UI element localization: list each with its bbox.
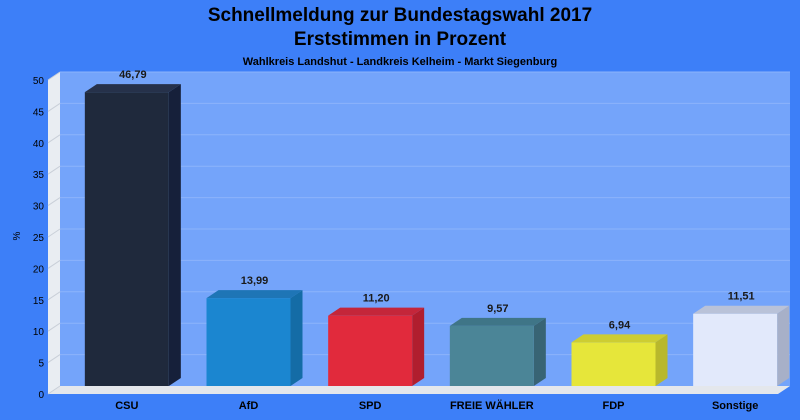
y-tick-label: 5 (38, 359, 44, 370)
bar-side (168, 84, 181, 386)
bar-top (449, 317, 546, 326)
data-label: 9,57 (487, 303, 508, 315)
bar-front (449, 325, 534, 386)
y-tick-label: 15 (33, 296, 45, 307)
bar-side (655, 334, 668, 386)
bar-front (571, 342, 656, 386)
y-tick-label: 45 (33, 107, 45, 118)
y-tick-label: 35 (33, 170, 45, 181)
plot-floor (48, 386, 790, 394)
y-tick-label: 20 (33, 264, 45, 275)
bar-3 (449, 317, 546, 386)
grid-line-side (47, 197, 61, 207)
grid-line-side (47, 102, 61, 112)
bar-side (777, 305, 790, 386)
grid-line-side (47, 71, 61, 81)
chart-subtitle: Wahlkreis Landshut - Landkreis Kelheim -… (242, 56, 558, 68)
bar-0 (84, 84, 181, 386)
bar-5 (693, 305, 790, 386)
bar-top (693, 305, 790, 314)
y-tick-label: 40 (33, 139, 45, 150)
bar-front (328, 315, 413, 386)
data-label: 11,20 (363, 293, 390, 305)
data-label: 11,51 (728, 291, 755, 303)
chart-title: Schnellmeldung zur Bundestagswahl 2017 (207, 5, 593, 26)
data-label: 46,79 (119, 69, 147, 81)
bar-2 (328, 307, 425, 386)
y-tick-label: 30 (33, 202, 45, 213)
bar-side (412, 307, 425, 386)
bar-front (693, 313, 778, 386)
grid-line-side (47, 354, 61, 364)
y-axis-label: % (12, 231, 23, 240)
x-tick-label: SPD (359, 400, 382, 412)
bar-1 (206, 290, 303, 386)
grid-line-side (47, 134, 61, 144)
bar-front (84, 92, 169, 386)
chart-titles: Schnellmeldung zur Bundestagswahl 2017 E… (0, 0, 800, 69)
grid-line-side (47, 165, 61, 175)
bar-side (533, 317, 546, 386)
grid-line-side (47, 385, 61, 395)
bar-4 (571, 334, 668, 386)
bar-front (206, 298, 291, 386)
y-tick-label: 0 (38, 390, 44, 401)
x-tick-label: AfD (239, 400, 259, 412)
bar-top (571, 334, 668, 343)
x-tick-label: FDP (603, 400, 625, 412)
bar-side (290, 290, 303, 386)
grid-line-side (47, 259, 61, 269)
y-tick-label: 10 (33, 327, 45, 338)
bar-top (206, 290, 303, 299)
chart-title-2: Erststimmen in Prozent (293, 29, 507, 50)
x-tick-label: Sonstige (712, 400, 758, 412)
bar-top (328, 307, 425, 316)
grid-line-side (47, 322, 61, 332)
data-label: 13,99 (241, 275, 269, 287)
x-tick-label: CSU (115, 400, 138, 412)
grid-line-side (47, 291, 61, 301)
y-tick-label: 50 (33, 76, 45, 87)
data-label: 6,94 (609, 319, 631, 331)
y-tick-label: 25 (33, 233, 45, 244)
x-tick-label: FREIE WÄHLER (450, 399, 534, 412)
bar-top (84, 84, 181, 93)
grid-line-side (47, 228, 61, 238)
